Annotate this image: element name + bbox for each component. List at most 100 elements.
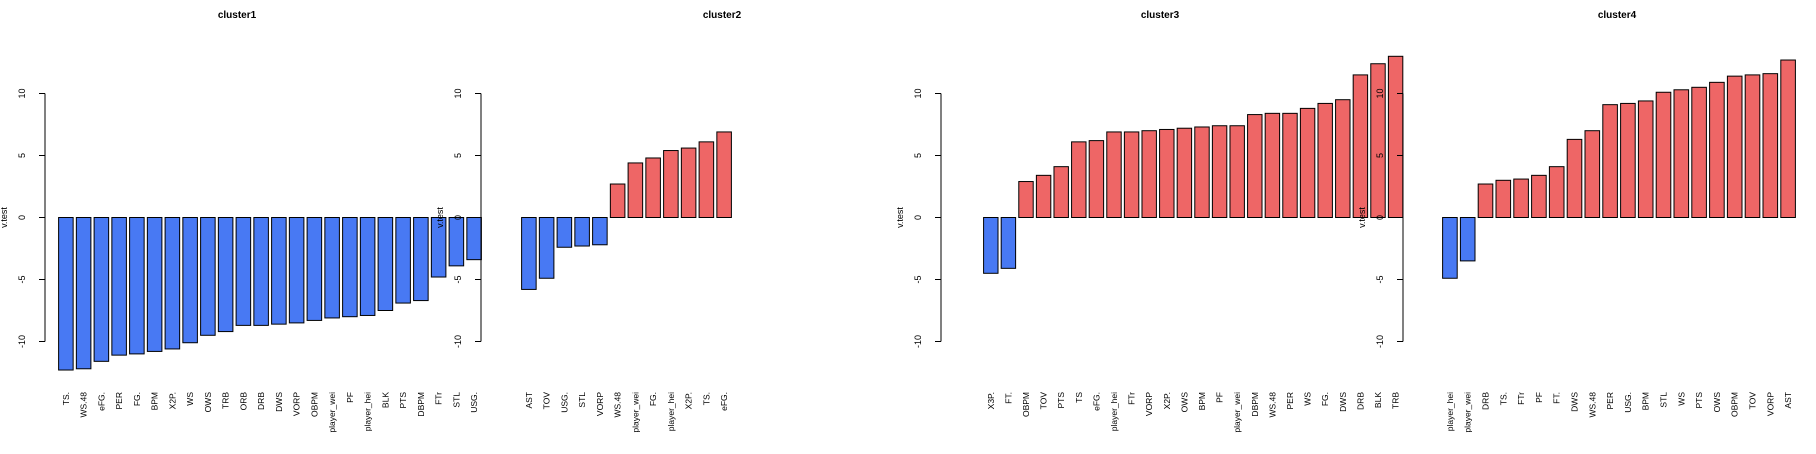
category-label: OWS bbox=[1179, 392, 1189, 413]
bar-VORP bbox=[592, 217, 608, 246]
category-label: FTr bbox=[434, 392, 444, 405]
bar-DWS bbox=[1335, 99, 1351, 218]
bar-WS.48 bbox=[1584, 130, 1601, 218]
category-label: DBPM bbox=[1250, 392, 1260, 417]
category-label: TRB bbox=[1391, 392, 1401, 409]
bar-STL bbox=[1655, 91, 1672, 218]
category-label: player_wei bbox=[1232, 392, 1242, 433]
y-tick-label: 5 bbox=[1375, 153, 1385, 158]
category-label: DRB bbox=[256, 392, 266, 410]
chart-title: cluster2 bbox=[703, 10, 742, 21]
category-label: FG. bbox=[648, 392, 658, 406]
bar-PTS bbox=[395, 217, 411, 304]
y-tick-label: -5 bbox=[913, 275, 923, 283]
y-tick-label: 10 bbox=[17, 88, 27, 98]
bar-PF bbox=[342, 217, 358, 318]
category-label: PF bbox=[345, 392, 355, 403]
category-label: X2P. bbox=[684, 392, 694, 409]
bar-TRB bbox=[217, 217, 234, 333]
bar-X2P. bbox=[680, 147, 697, 218]
category-label: player_wei bbox=[1463, 392, 1473, 433]
bar-OBPM bbox=[1018, 181, 1034, 218]
category-label: TS. bbox=[61, 392, 71, 405]
y-tick-label: 10 bbox=[913, 88, 923, 98]
category-label: FG. bbox=[132, 392, 142, 406]
y-tick-label: 10 bbox=[1375, 88, 1385, 98]
category-label: WS bbox=[1676, 392, 1686, 406]
bar-DWS bbox=[271, 217, 287, 325]
y-axis-label: v.test bbox=[435, 207, 445, 228]
bar-player_wei bbox=[324, 217, 340, 319]
category-label: eFG. bbox=[1091, 392, 1101, 411]
category-label: VORP bbox=[1765, 392, 1775, 416]
category-label: WS.48 bbox=[79, 392, 89, 418]
category-label: DWS bbox=[1338, 392, 1348, 412]
bar-X2P. bbox=[1159, 128, 1175, 219]
bar-OWS bbox=[1709, 81, 1725, 218]
bar-WS.48 bbox=[609, 183, 626, 219]
chart-panel-cluster2: cluster2 v.test -10 -5 0 5 10 AST TOV USG. STL VORP… bbox=[435, 10, 742, 433]
category-label: OBPM bbox=[309, 392, 319, 417]
y-tick-label: -5 bbox=[453, 275, 463, 283]
bar-BPM bbox=[1637, 100, 1654, 218]
category-label: TS bbox=[1074, 392, 1084, 403]
bar-OWS bbox=[1176, 127, 1193, 218]
category-label: DWS bbox=[274, 392, 284, 412]
bar-FG. bbox=[129, 217, 145, 355]
category-label: WS.48 bbox=[1267, 392, 1277, 418]
bar-player_hei bbox=[663, 150, 679, 218]
bar-player_wei bbox=[1229, 125, 1245, 218]
category-label: X2P. bbox=[1162, 392, 1172, 409]
category-label: FG. bbox=[1320, 392, 1330, 406]
y-tick-label: 5 bbox=[453, 153, 463, 158]
bar-AST bbox=[521, 217, 537, 290]
category-label: WS bbox=[1303, 392, 1313, 406]
bar-FTr bbox=[1513, 178, 1529, 218]
bar-TS. bbox=[1495, 179, 1512, 219]
category-label: PER bbox=[1605, 392, 1615, 409]
bar-TS. bbox=[58, 217, 74, 371]
category-label: USG. bbox=[1623, 392, 1633, 413]
bar-player_hei bbox=[1442, 217, 1458, 279]
category-label: PF bbox=[1534, 392, 1544, 403]
bar-DBPM bbox=[1247, 114, 1263, 218]
category-label: PTS bbox=[398, 392, 408, 409]
chart-title: cluster3 bbox=[1141, 10, 1180, 21]
bar-X2P. bbox=[164, 217, 181, 350]
category-label: PER bbox=[1285, 392, 1295, 409]
category-label: OWS bbox=[1712, 392, 1722, 413]
bar-PTS bbox=[1053, 166, 1069, 219]
category-label: player_hei bbox=[666, 392, 676, 431]
bar-PTS bbox=[1691, 86, 1707, 218]
bar-BPM bbox=[1194, 126, 1210, 218]
bar-PF bbox=[1211, 125, 1228, 218]
y-tick-label: -10 bbox=[913, 335, 923, 348]
category-label: TS. bbox=[1498, 392, 1508, 405]
bar-DRB bbox=[1352, 74, 1369, 219]
bar-TOV bbox=[1744, 74, 1761, 219]
bar-FT. bbox=[1548, 166, 1565, 219]
bar-BLK bbox=[1370, 63, 1386, 218]
category-label: TRB bbox=[221, 392, 231, 409]
bar-TOV bbox=[538, 217, 555, 279]
bar-TS bbox=[1071, 141, 1087, 218]
bar-FTr bbox=[1123, 131, 1140, 218]
bar-TRB bbox=[1387, 55, 1404, 218]
bar-PER bbox=[1282, 112, 1298, 218]
bar-VORP bbox=[1762, 73, 1779, 218]
bar-DRB bbox=[253, 217, 269, 326]
y-axis-label: v.test bbox=[0, 207, 9, 228]
category-label: X3P. bbox=[986, 392, 996, 409]
category-label: USG. bbox=[469, 392, 479, 413]
category-label: FTr bbox=[1516, 392, 1526, 405]
category-label: AST bbox=[1783, 392, 1793, 409]
category-label: WS bbox=[185, 392, 195, 406]
bar-eFG. bbox=[716, 131, 732, 218]
category-label: VORP bbox=[292, 392, 302, 416]
category-label: FTr bbox=[1127, 392, 1137, 405]
category-label: VORP bbox=[1144, 392, 1154, 416]
bar-eFG. bbox=[93, 217, 110, 362]
category-label: TOV bbox=[1748, 392, 1758, 410]
bar-PER bbox=[1602, 104, 1618, 218]
